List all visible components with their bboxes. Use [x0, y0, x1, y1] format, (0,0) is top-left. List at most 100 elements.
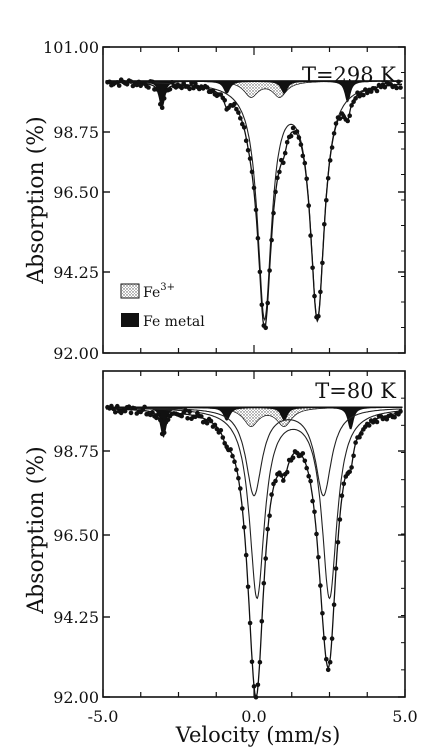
data-point: [331, 602, 337, 607]
data-point: [359, 431, 364, 436]
data-point: [357, 434, 362, 440]
y-tick-label: 101.00: [43, 38, 99, 57]
panel-298k-y-ticks: 101.00 98.75 96.50 94.25 92.00: [43, 38, 405, 363]
data-point: [158, 101, 163, 107]
data-point: [128, 79, 134, 84]
data-point: [230, 453, 235, 459]
data-point: [324, 198, 329, 203]
data-point: [318, 289, 323, 295]
data-point: [243, 138, 249, 143]
data-point: [306, 203, 312, 208]
data-point: [316, 555, 321, 560]
data-point: [179, 413, 184, 419]
data-point: [150, 79, 155, 85]
data-point: [281, 478, 286, 483]
data-point: [204, 85, 210, 90]
data-point: [154, 415, 159, 421]
data-point: [199, 414, 204, 419]
data-point: [294, 129, 300, 134]
data-point: [185, 416, 190, 421]
data-point: [245, 147, 251, 153]
y-tick-label: 98.75: [53, 442, 99, 461]
data-point: [337, 116, 343, 121]
panel-80k-fit-curves: [106, 406, 403, 698]
data-point: [398, 409, 403, 414]
panel-80k-annotation: T=80 K: [315, 379, 396, 403]
data-point: [312, 293, 317, 299]
data-point: [306, 473, 312, 479]
data-point: [238, 116, 243, 121]
data-point: [279, 473, 284, 478]
legend-swatch-fe3: [120, 283, 140, 299]
data-point: [310, 498, 315, 504]
data-point: [169, 80, 175, 85]
data-point: [113, 409, 118, 415]
data-point: [353, 96, 358, 101]
data-point: [253, 207, 259, 213]
data-point: [232, 101, 237, 107]
data-point: [341, 481, 347, 487]
data-point: [124, 82, 130, 87]
panel-298k-y-axis-label: Absorption (%): [24, 116, 49, 284]
legend: Fe3+ Fe metal: [120, 282, 205, 330]
y-tick-label: 94.25: [53, 608, 99, 627]
data-point: [329, 636, 335, 641]
data-point: [392, 414, 397, 420]
data-point: [335, 540, 341, 545]
data-point: [158, 417, 163, 423]
data-point: [214, 426, 220, 432]
data-point: [298, 142, 304, 147]
data-point: [302, 458, 308, 464]
data-point: [351, 453, 356, 459]
data-point: [136, 79, 142, 85]
data-point: [255, 235, 261, 241]
data-point: [259, 619, 265, 624]
data-point: [394, 85, 399, 91]
data-point: [240, 506, 245, 511]
data-point: [337, 517, 343, 522]
data-point: [222, 98, 227, 103]
data-point: [271, 210, 276, 216]
data-point: [333, 121, 339, 126]
data-point: [382, 85, 388, 90]
data-point: [325, 667, 331, 673]
data-point: [126, 404, 132, 410]
data-point: [179, 85, 184, 91]
data-point: [238, 486, 243, 491]
panel-298k: 101.00 98.75 96.50 94.25 92.00 T=298 K Absor…: [24, 38, 406, 363]
panel-80k-y-ticks: 98.75 96.50 94.25 92.00: [53, 397, 405, 707]
data-point: [300, 451, 306, 456]
data-point: [234, 467, 239, 473]
data-point: [281, 160, 286, 166]
data-point: [187, 409, 192, 415]
data-point: [318, 583, 323, 588]
data-point: [312, 509, 317, 515]
component-curve-main-doublet: [106, 81, 402, 322]
y-tick-label: 94.25: [53, 263, 99, 282]
data-point: [304, 465, 310, 471]
data-point: [265, 526, 271, 532]
legend-label-fe-metal: Fe metal: [143, 314, 205, 330]
y-tick-label: 92.00: [53, 344, 99, 363]
data-point: [363, 87, 368, 92]
data-point: [187, 86, 192, 92]
data-point: [247, 620, 253, 626]
panel-80k-data-points: [105, 403, 403, 700]
data-point: [290, 455, 296, 461]
data-point: [236, 475, 241, 481]
data-point: [329, 145, 335, 150]
data-point: [267, 268, 272, 273]
data-point: [327, 659, 333, 665]
data-point: [339, 493, 345, 499]
data-point: [320, 611, 325, 616]
data-point: [189, 80, 194, 86]
data-point: [325, 176, 331, 181]
data-point: [159, 105, 165, 110]
data-point: [290, 125, 296, 131]
data-point: [304, 176, 310, 182]
data-point: [232, 459, 237, 465]
panel-80k-y-axis-label: Absorption (%): [24, 446, 49, 614]
component-curve-doublet-a: [106, 407, 402, 600]
panel-298k-data-points: [105, 77, 403, 331]
total-fit-curve: [106, 408, 403, 698]
